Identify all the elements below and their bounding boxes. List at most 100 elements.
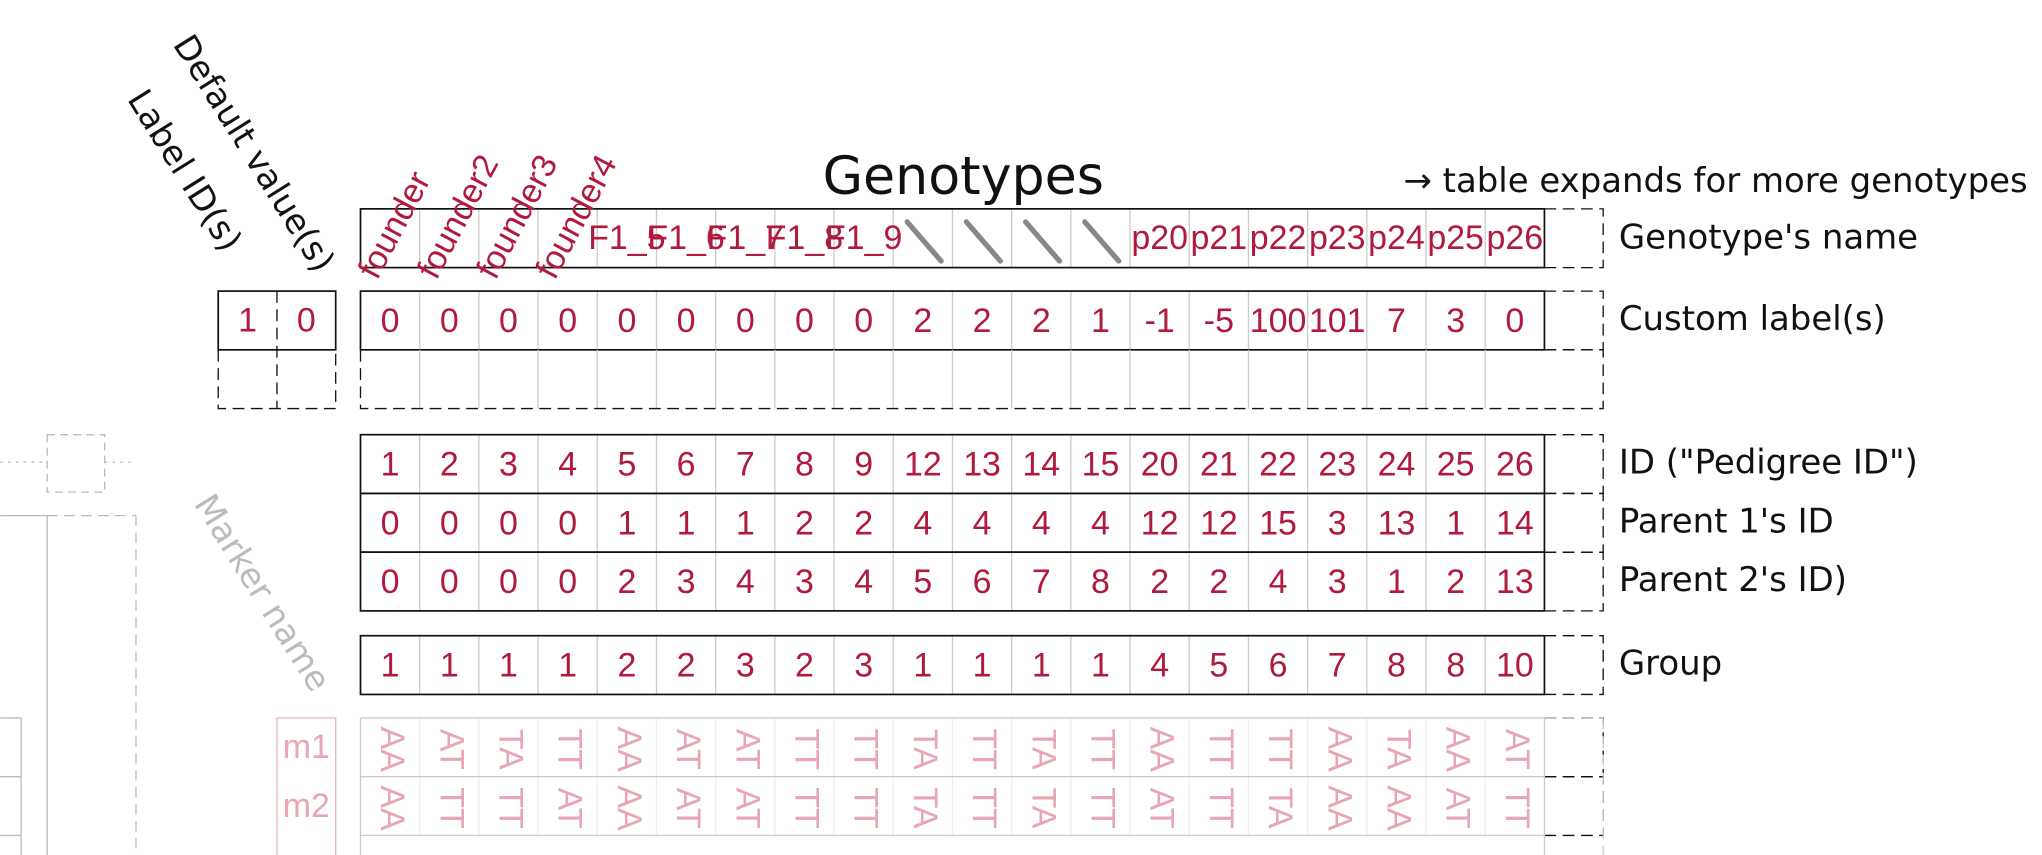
row-frame [359,634,1546,696]
cell-value: 3 [499,446,518,484]
row-extension [1544,492,1604,553]
cell-value: 7 [1032,563,1051,601]
row-label: Custom label(s) [1619,300,1886,339]
cell-value: 0 [558,563,577,601]
marker-call: TT [847,787,885,828]
cell-value: 1 [381,446,400,484]
cell-value: 14 [1022,446,1060,484]
cell-value: 101 [1309,302,1366,340]
cell-value: 4 [973,504,992,542]
cell-value: 3 [677,563,696,601]
marker-call: AT [669,788,707,829]
cell-value: 2 [617,647,636,685]
cell-value: 23 [1318,446,1356,484]
cell-value: 2 [617,563,636,601]
cell-value: 0 [440,563,459,601]
marker-call: TT [1498,787,1536,828]
cell-value: 2 [973,302,992,340]
cell-value: 4 [1150,647,1169,685]
cell-value: 13 [963,446,1001,484]
marker-call: TT [965,729,1003,770]
cell-value: -1 [1145,302,1175,340]
cell-value: -5 [1204,302,1234,340]
row-frame [359,551,1546,612]
marker-call: AA [1320,785,1358,831]
cell-value: 14 [1496,504,1534,542]
cell-value: 20 [1141,446,1179,484]
empty-row-frame [359,349,1604,410]
genotype-name: p22 [1250,219,1307,257]
cell-value: 12 [1200,504,1238,542]
cell-value: 3 [1446,302,1465,340]
marker-call: TT [1083,787,1121,828]
unnamed-slash [1022,219,1063,264]
marker-call: TA [492,729,530,770]
marker-call: AA [1320,727,1358,773]
cell-value: 24 [1378,446,1416,484]
cell-value: 6 [1269,647,1288,685]
row-label: ID ("Pedigree ID") [1619,444,1918,483]
cell-value: 15 [1259,504,1297,542]
cell-value: 0 [499,563,518,601]
cell-value: 7 [736,446,755,484]
cell-value: 3 [736,647,755,685]
title: Genotypes [823,147,1104,207]
cell-value: 2 [1209,563,1228,601]
cell-value: 1 [913,647,932,685]
marker-call: AA [1143,727,1181,773]
cell-value: 1 [1032,647,1051,685]
cell-value: 0 [381,504,400,542]
cell-value: 0 [381,563,400,601]
cell-value: 0 [558,302,577,340]
cell-value: 1 [617,504,636,542]
cell-value: 1 [1446,504,1465,542]
cell-value: 1 [736,504,755,542]
cell-value: 0 [1505,302,1524,340]
marker-call: TA [1379,729,1417,770]
cell-value: 25 [1437,446,1475,484]
genotype-name: F1_6 [647,219,724,257]
marker-call: TT [847,729,885,770]
marker-call: AA [373,785,411,831]
marker-name: m2 [283,787,330,825]
marker-call: AT [669,729,707,770]
marker-name: m1 [283,728,330,766]
cell-value: 5 [1209,647,1228,685]
marker-call: TT [492,787,530,828]
cell-value: 4 [913,504,932,542]
row-label: Parent 1's ID [1619,502,1834,541]
marker-call: AT [728,729,766,770]
cell-value: 9 [854,446,873,484]
cell-value: 8 [1446,647,1465,685]
genotype-name: p21 [1191,219,1248,257]
genotype-name: F1_8 [766,219,843,257]
faint-left-panel [0,434,337,855]
label-box-empty [217,349,337,410]
cell-value: 13 [1378,504,1416,542]
cell-value: 1 [1091,647,1110,685]
marker-call: AA [373,727,411,773]
cell-value: 3 [854,647,873,685]
cell-value: 8 [1387,647,1406,685]
unnamed-slash [904,219,944,264]
marker-call: TT [432,787,470,828]
marker-call: AT [728,788,766,829]
marker-name-header: Marker name [186,488,338,699]
row-label: Group [1619,645,1722,684]
cell-value: 21 [1200,446,1238,484]
row-extension [1544,290,1604,351]
cell-value: 2 [440,446,459,484]
genotype-name: p26 [1487,219,1544,257]
cell-value: 0 [440,302,459,340]
genotype-name: p25 [1427,219,1484,257]
marker-call: TT [965,787,1003,828]
cell-value: 5 [913,563,932,601]
genotype-name: p20 [1131,219,1188,257]
genotype-name: p23 [1309,219,1366,257]
marker-call: TA [1024,729,1062,770]
cell-value: 0 [736,302,755,340]
cell-value: 4 [736,563,755,601]
cell-value: 1 [499,647,518,685]
cell-value: 0 [440,504,459,542]
marker-call: TA [906,788,944,829]
